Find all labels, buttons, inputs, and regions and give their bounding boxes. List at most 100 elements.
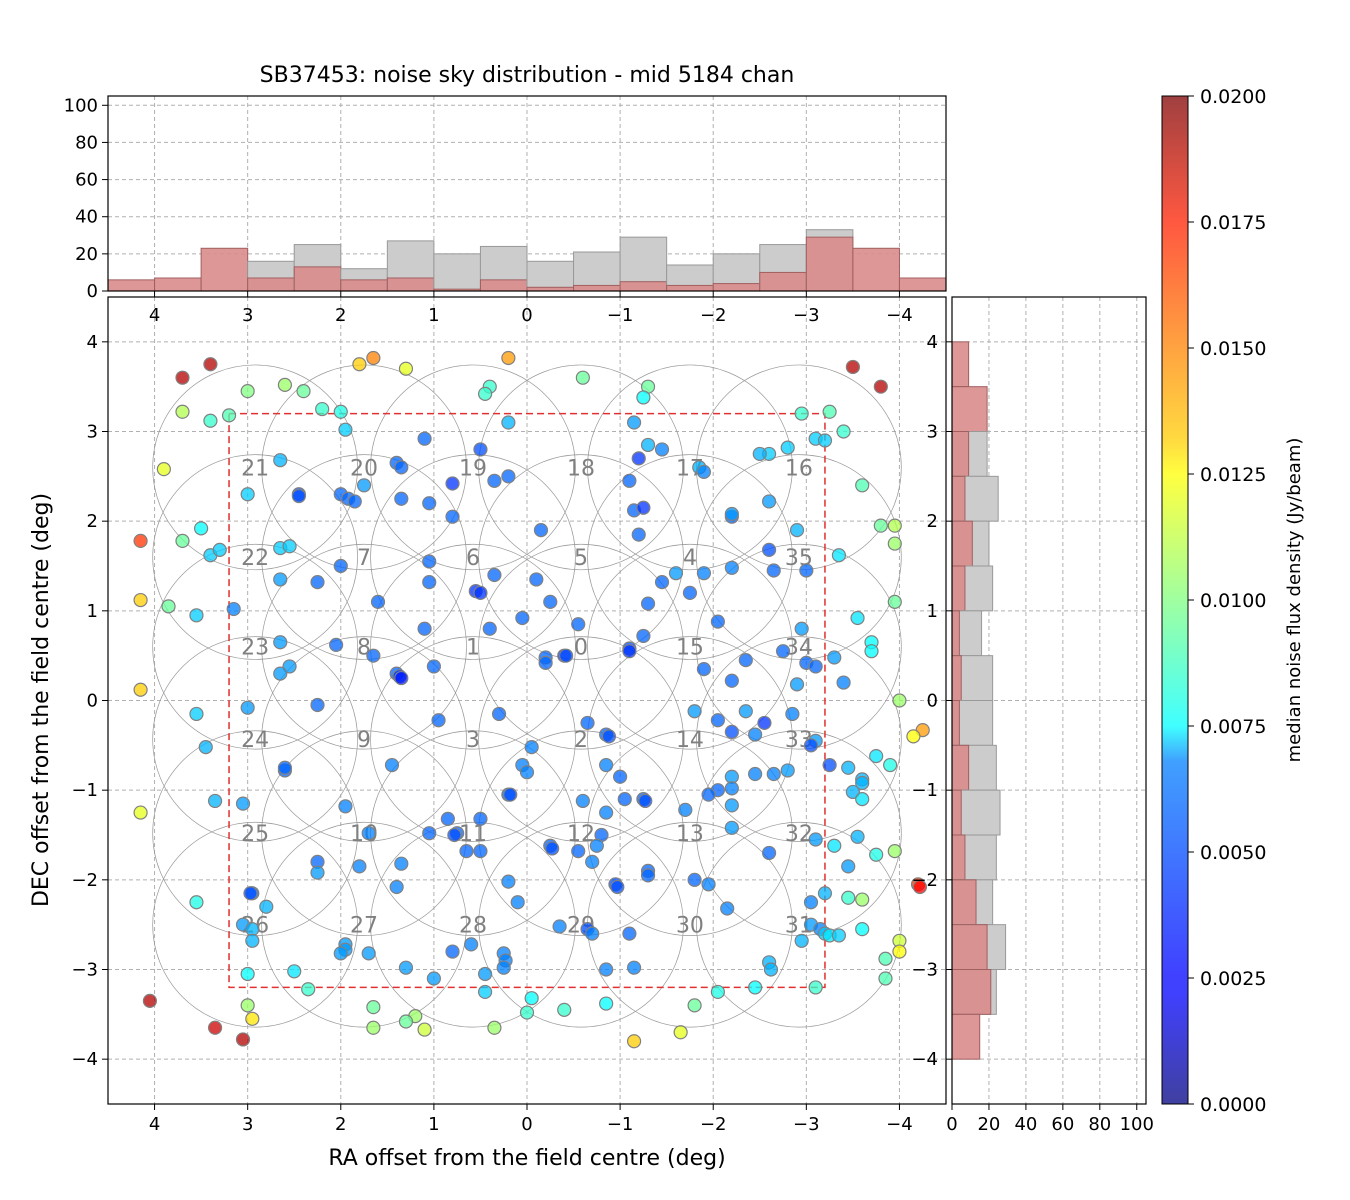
noise-point <box>599 996 614 1011</box>
noise-point <box>636 390 651 405</box>
ra-hist-y-tick-label: 40 <box>75 207 98 228</box>
noise-point <box>696 566 712 581</box>
colorbar-tick-label: 0.0075 <box>1200 716 1266 738</box>
beam-circle <box>370 364 576 571</box>
y-tick-label-right: 0 <box>927 691 938 712</box>
noise-point <box>447 827 462 843</box>
beam-circle <box>370 636 576 842</box>
noise-point <box>356 478 372 493</box>
field-boundary-box <box>228 412 826 989</box>
y-tick-label-right: 2 <box>927 511 938 532</box>
noise-point <box>445 944 460 959</box>
noise-point <box>552 919 567 934</box>
noise-point <box>226 601 241 617</box>
noise-point <box>808 832 823 847</box>
noise-point <box>696 464 712 479</box>
x-tick-label-top: −4 <box>886 305 913 326</box>
noise-point <box>445 509 460 524</box>
ra-hist-bar-inside <box>573 251 621 292</box>
noise-point <box>361 946 376 961</box>
noise-point <box>836 675 851 690</box>
noise-point <box>282 539 297 554</box>
noise-point <box>366 648 381 663</box>
noise-point <box>240 384 255 399</box>
noise-point <box>175 370 190 385</box>
ra-hist-bar-outside <box>805 236 854 292</box>
noise-point <box>789 677 805 692</box>
x-tick-label: −2 <box>700 1114 727 1135</box>
noise-point <box>545 841 560 856</box>
noise-point <box>440 811 455 826</box>
dec-hist-x-tick-label: 0 <box>946 1114 957 1135</box>
dec-histogram-border <box>951 296 1147 1105</box>
noise-point <box>361 826 376 841</box>
noise-point <box>617 792 632 807</box>
beam-circle <box>152 364 358 571</box>
beam-circle <box>478 454 684 660</box>
dec-hist-bar-outside <box>951 969 992 1015</box>
x-tick-label: 0 <box>521 1114 532 1135</box>
noise-point <box>701 787 716 802</box>
noise-point <box>487 567 502 583</box>
noise-point <box>622 926 637 941</box>
noise-point <box>478 984 493 1000</box>
noise-point <box>533 523 549 538</box>
noise-points <box>133 350 930 1049</box>
noise-point <box>789 523 805 538</box>
x-tick-label-top: 0 <box>521 305 532 326</box>
noise-point <box>599 805 614 820</box>
noise-point <box>478 386 493 401</box>
beam-circle <box>587 636 793 842</box>
ra-hist-bar-outside <box>573 284 621 292</box>
x-tick-label: −1 <box>607 1114 634 1135</box>
noise-point <box>487 1020 502 1035</box>
dec-hist-bar-outside <box>951 610 960 657</box>
noise-point <box>668 566 684 581</box>
noise-point <box>310 575 325 590</box>
noise-point <box>808 659 823 674</box>
beam-label: 28 <box>459 914 487 939</box>
noise-point <box>156 462 171 477</box>
beam-circle <box>478 636 684 842</box>
noise-point <box>557 1002 572 1017</box>
ra-hist-y-tick-label: 80 <box>75 132 98 153</box>
y-tick-label-right: 3 <box>927 422 938 443</box>
noise-point <box>855 478 870 493</box>
noise-point <box>426 659 441 674</box>
noise-point <box>757 715 772 731</box>
noise-point <box>841 760 856 775</box>
chart-title: SB37453: noise sky distribution - mid 51… <box>260 63 795 88</box>
noise-point <box>245 933 260 948</box>
noise-point <box>780 440 795 455</box>
noise-point <box>133 592 148 608</box>
dec-hist-bar-outside <box>951 565 966 612</box>
beam-circle <box>370 543 576 750</box>
noise-point <box>510 895 525 910</box>
noise-point <box>198 740 213 755</box>
beam-label: 20 <box>350 456 378 481</box>
dec-hist-bar-outside <box>951 386 988 432</box>
noise-point <box>678 802 693 817</box>
x-axis-label: RA offset from the field centre (deg) <box>328 1146 725 1171</box>
noise-point <box>543 594 558 609</box>
noise-point <box>855 892 870 907</box>
beam-circle <box>261 821 467 1028</box>
x-tick-label-top: −3 <box>793 305 820 326</box>
noise-point <box>869 748 884 764</box>
noise-point <box>459 844 474 859</box>
noise-point <box>394 491 409 506</box>
noise-point <box>748 727 763 742</box>
noise-point <box>748 766 763 782</box>
noise-point <box>394 670 409 686</box>
beam-footprints <box>152 364 902 1028</box>
noise-point <box>338 422 353 437</box>
noise-point <box>207 793 223 809</box>
noise-point <box>724 560 739 575</box>
noise-point <box>803 895 819 910</box>
ra-hist-bar-outside <box>154 277 202 292</box>
beam-label: 14 <box>676 728 704 753</box>
dec-histogram: 0 20 40 60 80 100 <box>946 296 1154 1135</box>
dec-histogram-bars <box>951 341 1007 1060</box>
dec-histogram-x-ticks: 0 20 40 60 80 100 <box>946 1104 1154 1135</box>
ra-hist-bar-outside <box>619 281 668 292</box>
